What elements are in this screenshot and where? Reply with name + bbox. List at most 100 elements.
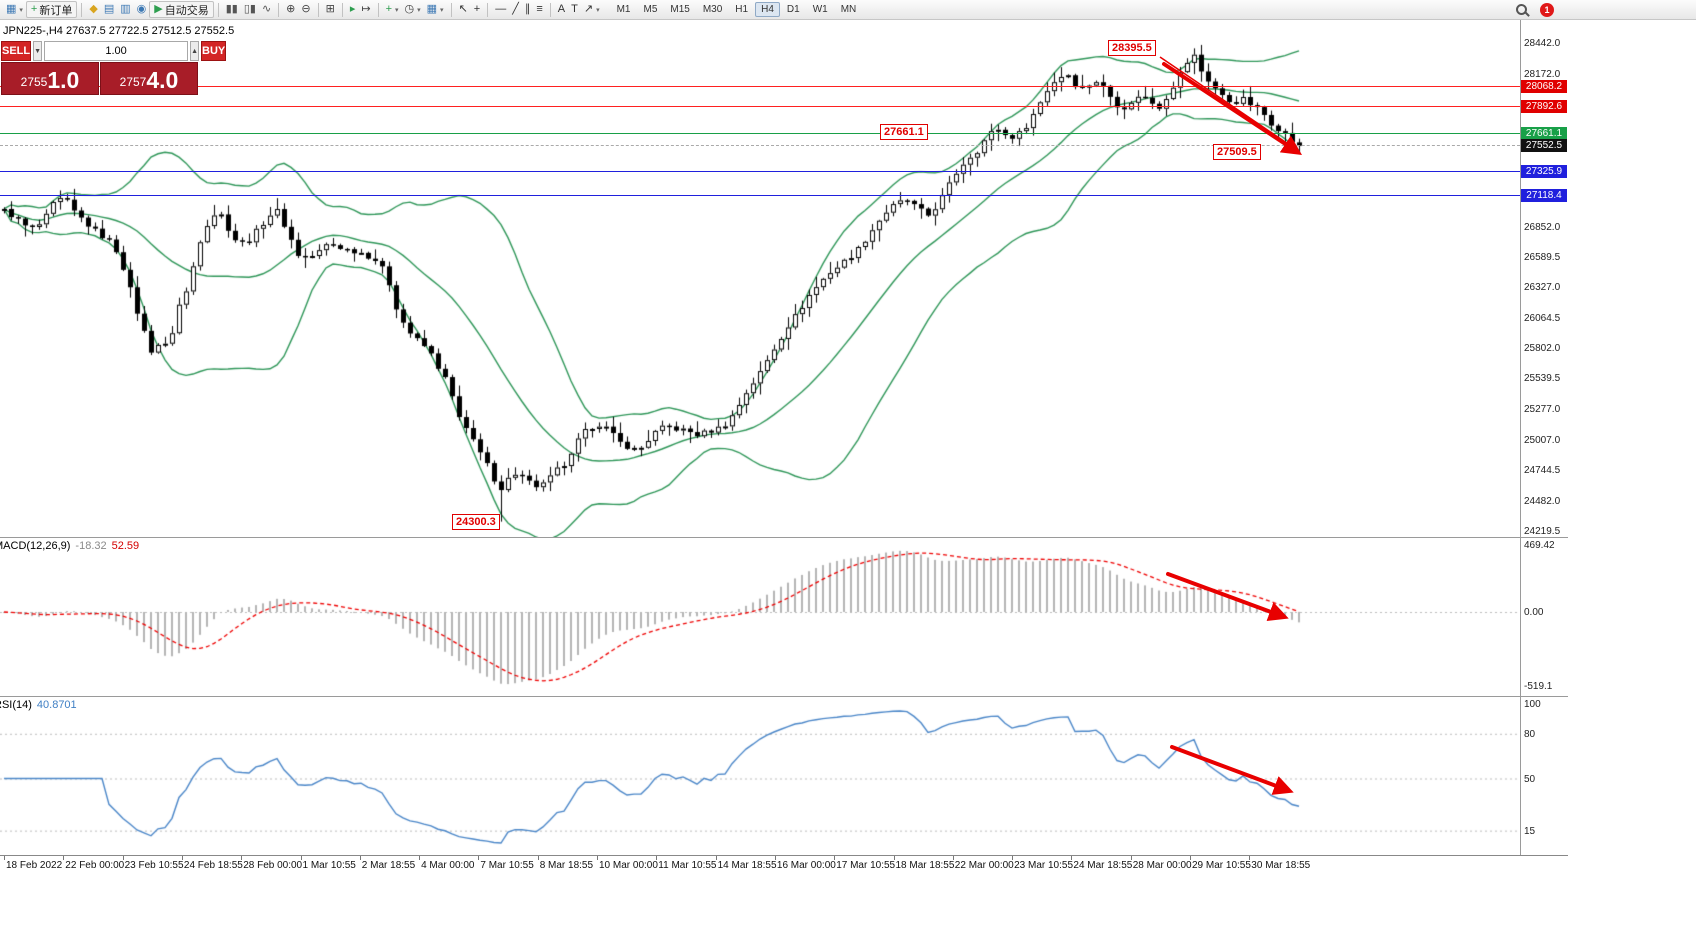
dropdown-caret-icon[interactable]: ▾ [440,6,444,14]
sell-button[interactable]: SELL [1,41,32,61]
price-label-27325.9: 27325.9 [1521,165,1567,179]
channel-icon[interactable]: ∥ [522,1,534,18]
templates-icon[interactable]: ▦ ▾ [424,1,447,18]
dropdown-caret-icon[interactable]: ▾ [19,6,23,14]
level-line-28068.2[interactable] [0,85,1520,87]
toolbar-separator [317,2,319,17]
timeframe-h4-button[interactable]: H4 [755,2,780,17]
price-tick-label: 26064.5 [1524,312,1561,324]
cursor-icon[interactable]: ↖ [456,1,471,18]
arrows-icon-icon: ↗ [583,3,594,15]
timeframe-mn-button[interactable]: MN [840,4,857,15]
time-axis-tick [63,856,65,860]
market-watch-icon[interactable]: ▤ [101,1,117,18]
auto-scroll-icon[interactable]: ▸ [347,1,359,18]
tile-windows-icon-icon: ⊞ [325,3,335,15]
main-chart-canvas[interactable] [0,20,1520,537]
bar-chart-icon[interactable]: ▮▮ [223,1,241,18]
level-line-27118.4[interactable] [0,195,1520,197]
horizontal-line-icon[interactable]: ― [492,1,509,18]
timeframe-h1-button[interactable]: H1 [735,4,749,15]
auto-trading-icon: ▶ [154,3,163,15]
navigator-icon[interactable]: ◉ [134,1,150,18]
crosshair-icon[interactable]: + [471,1,483,18]
time-axis-tick [1249,856,1251,860]
macd-header: MACD(12,26,9) -18.32 52.59 [0,540,139,552]
timeframe-w1-button[interactable]: W1 [812,4,828,15]
level-line-27892.6[interactable] [0,105,1520,107]
auto-trading-button[interactable]: ▶ 自动交易 [149,1,214,18]
timeframe-group: M1 M5 M15 M30 H1 H4 D1 W1 MN [611,2,863,17]
fibonacci-icon[interactable]: ≡ [533,1,545,18]
time-axis-tick [1012,856,1014,860]
buy-button[interactable]: BUY [201,41,227,61]
navigator-icon-icon: ◉ [136,3,147,15]
rsi-axis-label: 100 [1524,699,1541,710]
price-annotation-28395.5[interactable]: 28395.5 [1108,40,1156,56]
new-chart-button[interactable]: ▦ ▾ [3,1,26,18]
volume-decrease-button[interactable]: ▼ [33,41,43,61]
chart-shift-icon[interactable]: ↦ [358,1,373,18]
text-icon[interactable]: A [555,1,568,18]
tile-windows-icon[interactable]: ⊞ [323,1,338,18]
toolbar-separator [487,2,489,17]
dropdown-caret-icon[interactable]: ▾ [417,6,421,14]
price-axis[interactable] [1521,20,1568,875]
timeframe-m1-button[interactable]: M1 [616,4,631,15]
price-tick-label: 26327.0 [1524,282,1561,294]
timeframe-d1-button[interactable]: D1 [786,4,800,15]
notification-badge[interactable]: 1 [1540,3,1554,17]
time-axis[interactable]: 18 Feb 2022 22 Feb 00:00 23 Feb 10:55 24 Fe… [0,855,1568,876]
metaeditor-icon[interactable]: ◆ [86,1,100,18]
timeframe-m15-button[interactable]: M15 [670,4,690,15]
chart-shift-icon-icon: ↦ [361,3,371,15]
level-line-27325.9[interactable] [0,171,1520,173]
zoom-in-icon[interactable]: ⊕ [283,1,298,18]
level-line-27552.5[interactable] [0,145,1520,147]
macd-canvas[interactable] [0,538,1520,696]
timeframe-m30-button[interactable]: M30 [702,4,723,15]
timeframe-m5-button[interactable]: M5 [643,4,658,15]
time-label: 28 Feb 00:00 [243,860,303,871]
time-label: 7 Mar 10:55 [480,860,534,871]
price-tick-label: 26852.0 [1524,221,1561,233]
rsi-canvas[interactable] [0,697,1520,855]
fibonacci-icon-icon: ≡ [536,3,543,15]
price-annotation-27661.1[interactable]: 27661.1 [880,124,928,140]
text-label-icon[interactable]: T [568,1,581,18]
crosshair-icon-icon: + [473,3,481,15]
price-tick-label: 24482.0 [1524,495,1561,507]
auto-scroll-icon-icon: ▸ [349,3,356,15]
time-label: 24 Feb 18:55 [183,860,243,871]
line-chart-icon[interactable]: ∿ [259,1,274,18]
search-icon[interactable] [1516,4,1527,15]
rsi-axis-label: 15 [1524,825,1536,837]
indicators-icon[interactable]: + ▾ [383,1,402,18]
volume-input[interactable] [44,41,189,61]
toolbar-separator [341,2,343,17]
time-label: 23 Feb 10:55 [124,860,184,871]
volume-increase-button[interactable]: ▲ [190,41,199,61]
data-window-icon[interactable]: ▥ [117,1,133,18]
candlestick-chart-icon[interactable]: ▯▮ [241,1,259,18]
arrows-icon[interactable]: ↗ ▾ [581,1,603,18]
macd-panel-separator[interactable] [0,537,1568,538]
dropdown-caret-icon[interactable]: ▾ [596,6,600,14]
periods-icon[interactable]: ◷ ▾ [402,1,424,18]
auto-trading-button-label: 自动交易 [164,4,209,17]
sell-price-button[interactable]: 2755 1.0 [1,62,99,95]
trendline-icon[interactable]: ╱ [509,1,522,18]
buy-price-button[interactable]: 2757 4.0 [100,62,198,95]
price-annotation-27509.5[interactable]: 27509.5 [1213,144,1261,160]
new-order-button[interactable]: + 新订单 [25,1,78,18]
zoom-out-icon[interactable]: ⊖ [298,1,313,18]
time-axis-tick [359,856,361,860]
zoom-out-icon-icon: ⊖ [301,3,311,15]
time-axis-tick [656,856,658,860]
macd-value-signal: 52.59 [111,540,140,552]
rsi-panel-separator[interactable] [0,696,1568,697]
level-line-27661.1[interactable] [0,132,1520,134]
sell-price-big: 1.0 [47,67,80,93]
dropdown-caret-icon[interactable]: ▾ [395,6,399,14]
price-annotation-24300.3[interactable]: 24300.3 [452,514,500,530]
